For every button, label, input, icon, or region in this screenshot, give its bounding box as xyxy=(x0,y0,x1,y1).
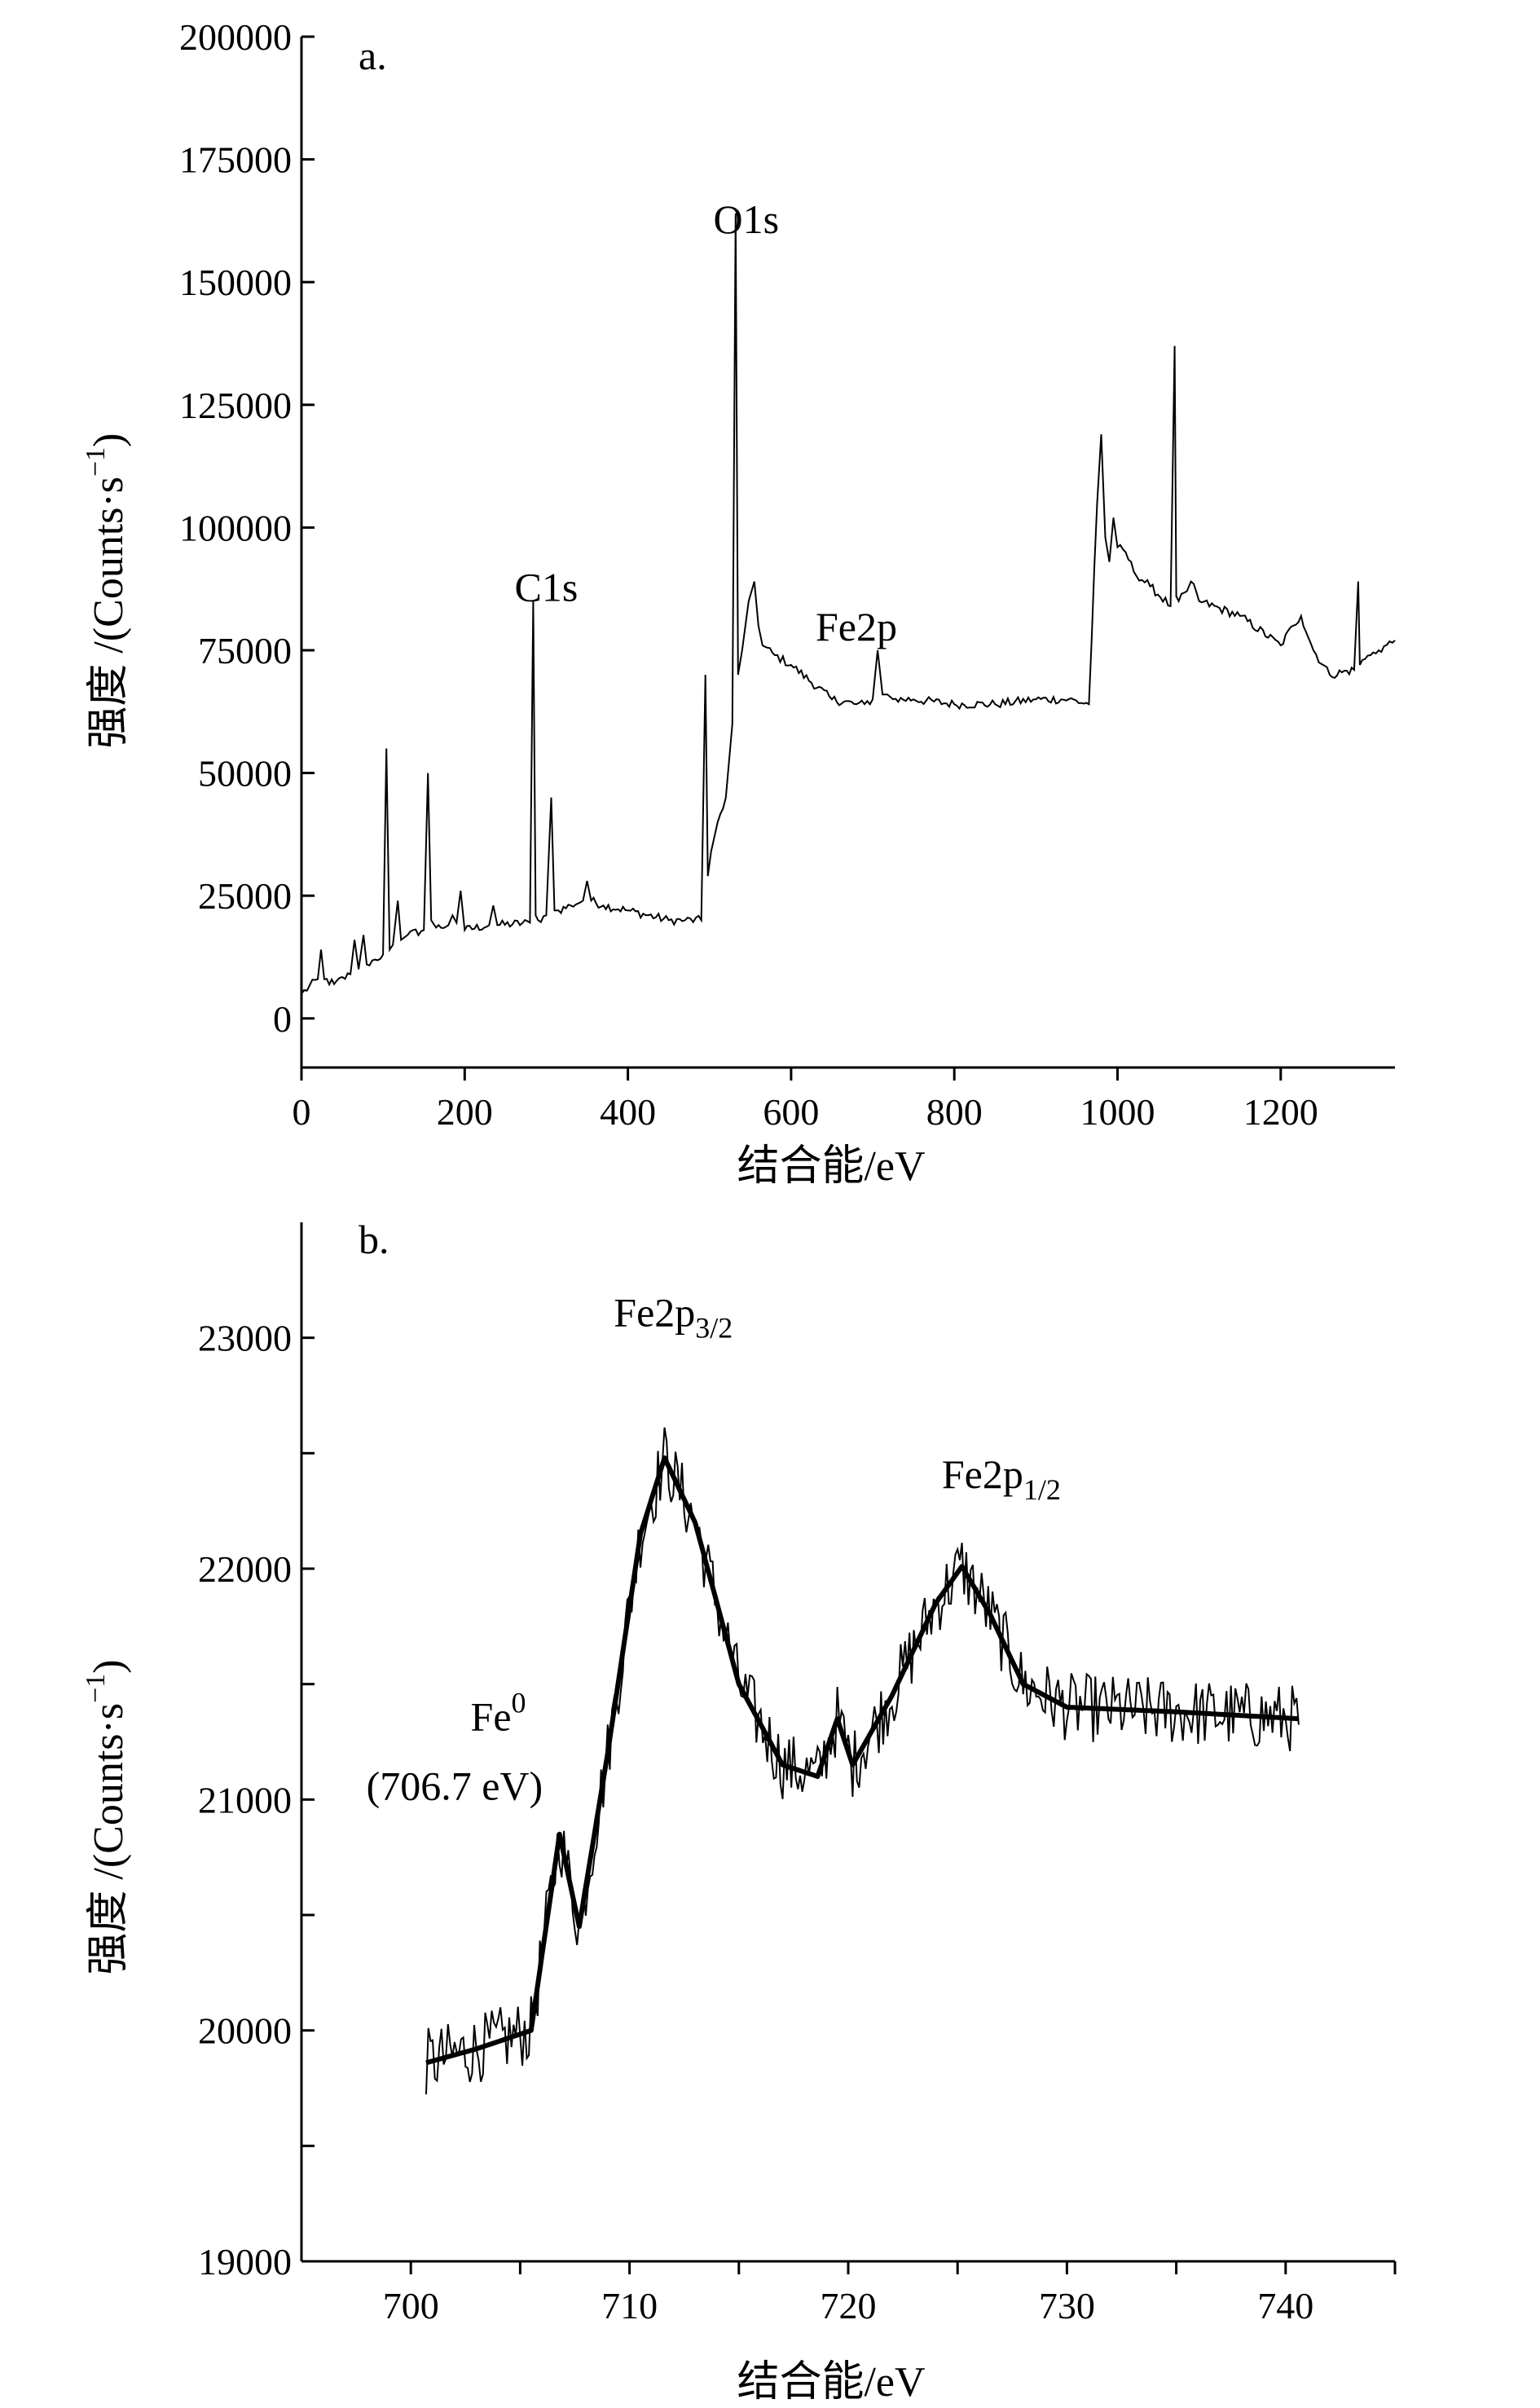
panel-b-axes xyxy=(300,1222,1395,2263)
a-y-tick-label: 75000 xyxy=(198,630,292,671)
panel-a-chart: a. 强度 /(Counts·s−1) 结合能/eV 0 200 400 600 800… xyxy=(81,16,1396,1190)
panel-b-annotations: Fe2p3/2 Fe2p1/2 Fe0 (706.7 eV) xyxy=(367,1290,1061,1809)
b-x-tick-label: 700 xyxy=(383,2285,439,2327)
a-y-tick-label: 125000 xyxy=(179,385,292,426)
b-x-tick-label: 740 xyxy=(1257,2285,1313,2327)
a-y-tick-label: 200000 xyxy=(179,16,292,58)
panel-b-chart: b. 强度 /(Counts·s−1) 结合能/eV 700 710 720 730 7… xyxy=(81,1217,1397,2406)
a-spectrum-line xyxy=(301,213,1396,995)
a-x-tick-label: 600 xyxy=(763,1091,819,1133)
b-y-tick-label: 21000 xyxy=(198,1779,292,1820)
panel-a-x-axis-title: 结合能/eV xyxy=(737,1143,925,1190)
a-peak-annotation: O1s xyxy=(714,196,780,242)
a-y-tick-label: 175000 xyxy=(179,139,292,181)
b-x-tick-label: 710 xyxy=(601,2285,658,2327)
a-x-tick-label: 200 xyxy=(437,1091,493,1133)
b-peak-annotation: Fe2p1/2 xyxy=(942,1451,1061,1506)
b-peak-annotation: (706.7 eV) xyxy=(367,1763,543,1808)
a-x-tick-label: 800 xyxy=(926,1091,983,1133)
panel-b-y-axis-title: 强度 /(Counts·s−1) xyxy=(81,1659,132,1974)
a-y-tick-label: 25000 xyxy=(198,875,292,917)
panel-a-label: a. xyxy=(359,33,387,78)
panel-a-ticks: 0 200 400 600 800 1000 1200 0 25000 50000 75000 100… xyxy=(179,16,1318,1133)
b-y-tick-label: 23000 xyxy=(198,1318,292,1359)
a-x-tick-label: 1200 xyxy=(1243,1091,1318,1133)
a-peak-annotation: C1s xyxy=(515,565,579,610)
panel-b-x-axis-title: 结合能/eV xyxy=(737,2359,925,2406)
b-x-tick-label: 730 xyxy=(1039,2285,1095,2327)
b-raw-spectrum-line xyxy=(425,1427,1300,2095)
a-y-tick-label: 100000 xyxy=(179,507,292,548)
panel-b-label: b. xyxy=(359,1217,389,1262)
panel-a-y-axis-title: 强度 /(Counts·s−1) xyxy=(81,433,132,748)
b-fit-curve-line xyxy=(425,1455,1300,2066)
b-peak-annotation: Fe2p3/2 xyxy=(614,1290,733,1345)
a-x-tick-label: 0 xyxy=(293,1091,311,1133)
panel-a-series xyxy=(301,213,1396,995)
b-peak-annotation: Fe0 xyxy=(471,1686,526,1739)
panel-a-annotations: C1s O1s Fe2p xyxy=(515,196,897,649)
panel-a-axes xyxy=(300,37,1395,1069)
a-y-tick-label: 150000 xyxy=(179,262,292,303)
b-y-tick-label: 22000 xyxy=(198,1548,292,1590)
panel-b-series xyxy=(425,1427,1300,2095)
b-y-tick-label: 20000 xyxy=(198,2010,292,2052)
b-y-tick-label: 19000 xyxy=(198,2241,292,2283)
a-x-tick-label: 400 xyxy=(600,1091,656,1133)
b-x-tick-label: 720 xyxy=(821,2285,877,2327)
a-peak-annotation: Fe2p xyxy=(816,604,897,649)
a-x-tick-label: 1000 xyxy=(1080,1091,1155,1133)
a-y-tick-label: 50000 xyxy=(198,753,292,795)
a-y-tick-label: 0 xyxy=(273,998,292,1040)
panel-b-ticks: 700 710 720 730 740 19000 20000 21000 22000 23000 xyxy=(198,1318,1397,2327)
